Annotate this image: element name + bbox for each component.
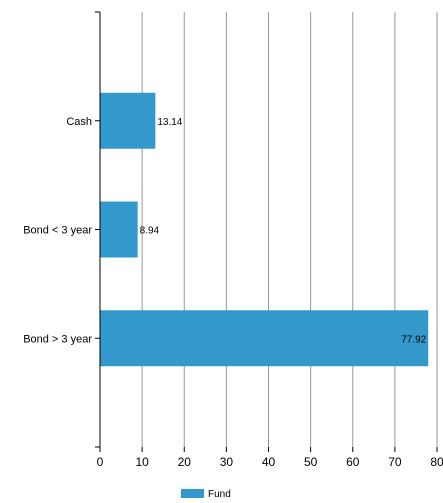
x-tick-label: 10 [135, 455, 149, 469]
x-tick-label: 0 [97, 455, 104, 469]
category-label: Cash [66, 116, 92, 128]
bar [100, 310, 429, 367]
x-tick-label: 70 [388, 455, 402, 469]
grid-lines [141, 12, 438, 447]
legend: Fund [181, 489, 231, 500]
category-label: Bond < 3 year [23, 225, 92, 237]
axes [95, 11, 438, 452]
x-tick-label: 50 [304, 455, 318, 469]
x-tick-label: 20 [178, 455, 192, 469]
x-tick-label: 30 [220, 455, 234, 469]
bars [100, 92, 429, 367]
labels: 0 10 20 30 40 50 60 70 80 Cash 13.14 Bond < 3 year 8… [23, 116, 443, 469]
bar [100, 92, 156, 149]
x-tick-label: 40 [262, 455, 276, 469]
data-label: 8.94 [140, 226, 160, 237]
category-label: Bond > 3 year [23, 333, 92, 345]
x-tick-label: 80 [430, 455, 443, 469]
x-tick-label: 60 [346, 455, 360, 469]
legend-swatch [181, 489, 204, 498]
bar [100, 201, 138, 258]
data-label: 77.92 [401, 334, 426, 345]
data-label: 13.14 [157, 117, 182, 128]
legend-label: Fund [208, 489, 231, 500]
